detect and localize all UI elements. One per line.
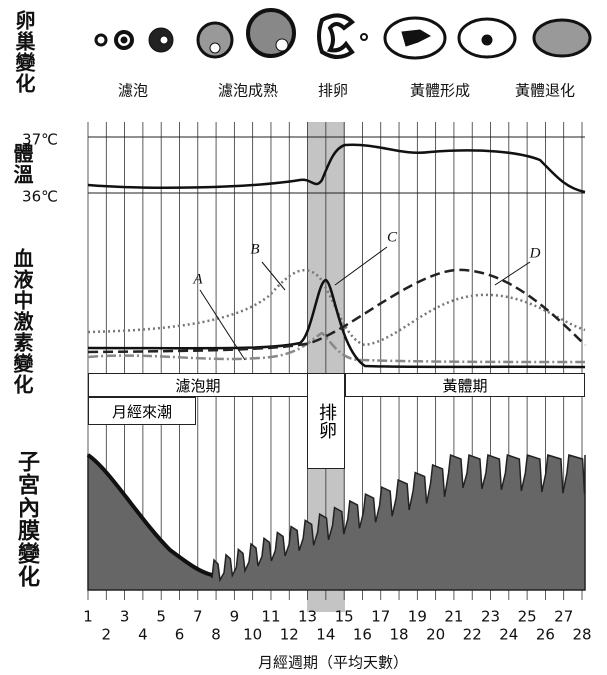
hormones-label: 血液中激素變化 [8, 248, 37, 395]
day-label: 6 [175, 626, 185, 644]
day-label: 2 [102, 626, 112, 644]
ovary-stage: 排卵 [318, 82, 348, 100]
endometrium-label: 子宮內膜變化 [10, 450, 42, 588]
day-label: 14 [316, 626, 335, 644]
day-label: 5 [156, 608, 166, 626]
x-axis-title: 月經週期（平均天數） [258, 654, 408, 672]
ovary-stage: 濾泡成熟 [218, 82, 278, 100]
day-label: 24 [499, 626, 518, 644]
follicular-phase: 濾泡期 [88, 373, 308, 397]
diagram: 37℃ 36℃ 濾泡 濾泡成熟 排卵 黃體形成 黃體退化 A B C D 月經週… [0, 0, 607, 675]
day-label: 8 [211, 626, 221, 644]
curve-label: C [387, 229, 398, 245]
pointer [495, 262, 530, 285]
curve-label: B [250, 241, 259, 257]
ovary-stage: 黃體退化 [515, 82, 575, 100]
day-label: 28 [572, 626, 591, 644]
day-label: 7 [193, 608, 203, 626]
day-label: 11 [261, 608, 280, 626]
pointer [200, 290, 245, 360]
day-label: 16 [353, 626, 372, 644]
ovary-label: 卵巢變化 [10, 10, 39, 94]
day-label: 17 [371, 608, 390, 626]
day-label: 25 [518, 608, 537, 626]
curve-label: A [192, 271, 203, 287]
day-label: 22 [463, 626, 482, 644]
day-label: 13 [298, 608, 317, 626]
day-label: 9 [230, 608, 240, 626]
pointer [262, 262, 285, 290]
curve-label: D [529, 245, 541, 261]
temperature-label: 體溫 [8, 143, 37, 185]
day-label: 26 [536, 626, 555, 644]
day-label: 1 [83, 608, 93, 626]
day-label: 27 [554, 608, 573, 626]
day-label: 3 [120, 608, 130, 626]
ovary-stage: 濾泡 [118, 82, 148, 100]
day-label: 20 [426, 626, 445, 644]
temp-tick: 36℃ [22, 188, 58, 206]
day-label: 10 [243, 626, 262, 644]
ovulation: 排卵 [307, 373, 345, 469]
ovary-stage: 黃體形成 [410, 82, 470, 100]
day-label: 12 [280, 626, 299, 644]
page: {"ovary": {"label": "卵巢變化", "stages": ["… [0, 0, 607, 675]
day-label: 21 [444, 608, 463, 626]
ovary-icons [96, 10, 590, 58]
luteal-phase: 黃體期 [345, 373, 585, 397]
day-label: 4 [138, 626, 148, 644]
menstruation: 月經來潮 [88, 397, 196, 425]
day-label: 15 [335, 608, 354, 626]
day-label: 19 [408, 608, 427, 626]
day-label: 18 [389, 626, 408, 644]
day-label: 23 [481, 608, 500, 626]
